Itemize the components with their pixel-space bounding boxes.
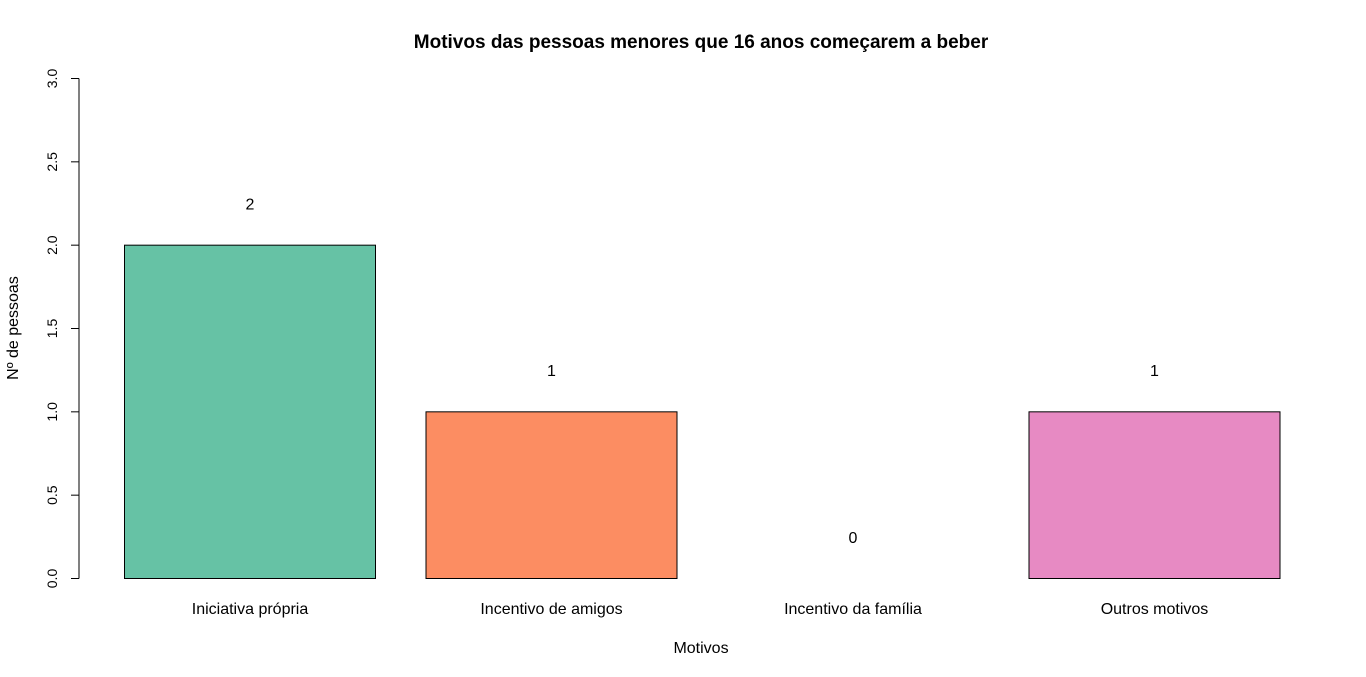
x-axis-label: Motivos [673,640,728,657]
y-tick-label: 2.0 [44,235,60,255]
x-category-label: Incentivo de amigos [480,601,622,618]
y-tick-label: 0.0 [44,569,60,589]
x-category-label: Iniciativa própria [192,601,309,618]
data-label: 2 [246,197,255,214]
data-label: 1 [1150,363,1159,380]
x-category-label: Incentivo da família [784,601,922,618]
x-category-label: Outros motivos [1101,601,1209,618]
y-tick-label: 1.0 [44,402,60,422]
y-tick-label: 3.0 [44,69,60,89]
y-axis-label: Nº de pessoas [5,276,22,380]
bar [124,244,376,580]
bar [425,411,678,580]
y-tick-label: 1.5 [44,319,60,339]
bar [1028,411,1281,580]
data-label: 1 [547,363,556,380]
y-tick-label: 2.5 [44,152,60,172]
y-tick-label: 0.5 [44,485,60,505]
chart-title: Motivos das pessoas menores que 16 anos … [414,32,989,53]
bars-group: 2 Iniciativa própria 1 Incentivo de amigos 0… [124,197,1281,618]
data-label: 0 [849,530,858,547]
y-axis-ticks: 0.0 0.5 1.0 1.5 2.0 2.5 3.0 [44,69,79,589]
